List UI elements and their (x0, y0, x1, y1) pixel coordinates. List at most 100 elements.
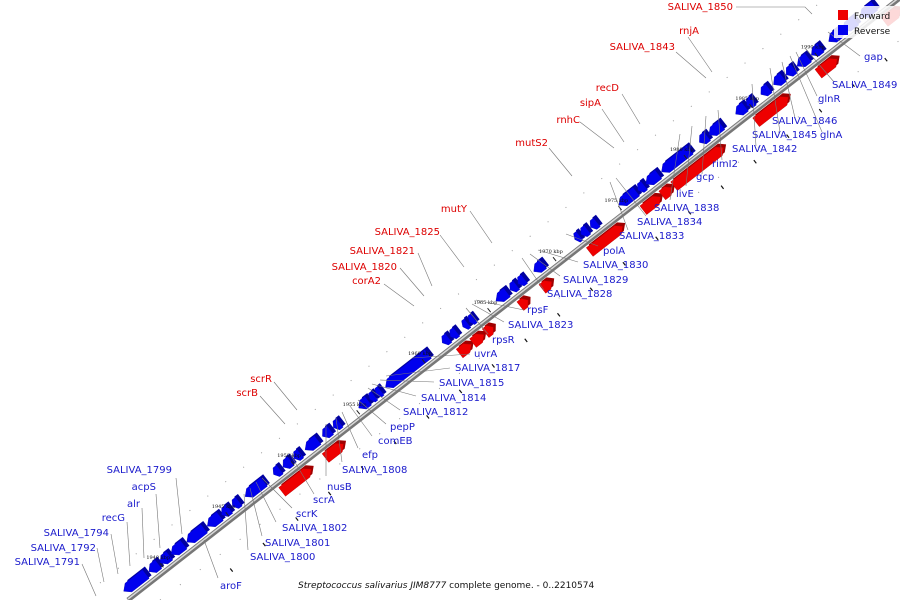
forward-gene[interactable] (321, 443, 344, 463)
scale-tick-label: 1940 kbp (146, 555, 170, 561)
reverse-gene[interactable] (207, 511, 224, 527)
leader-line (341, 411, 359, 449)
gene-label: glnA (820, 130, 842, 141)
reverse-gene[interactable] (517, 274, 528, 287)
leader-line (126, 521, 131, 567)
reverse-gene[interactable] (221, 504, 234, 517)
reverse-gene[interactable] (811, 43, 825, 57)
reverse-gene[interactable] (637, 180, 648, 193)
forward-gene[interactable] (814, 58, 838, 79)
reverse-gene[interactable] (304, 435, 322, 451)
gene-label: recG (102, 513, 125, 524)
leader-line (417, 252, 433, 287)
forward-gene[interactable] (538, 280, 553, 294)
gene-label: SALIVA_1849 (832, 80, 897, 91)
gene-label: SALIVA_1833 (619, 231, 684, 242)
scale-tick-label: 1955 kbp (343, 402, 367, 408)
minor-tick-mark (589, 287, 594, 292)
leader-line (357, 399, 387, 425)
leader-line (383, 283, 415, 307)
leader-line (243, 493, 249, 551)
minor-tick-mark (884, 57, 888, 62)
leader-line (609, 181, 629, 231)
leader-line (685, 125, 693, 187)
reverse-gene[interactable] (589, 217, 601, 230)
reverse-gene[interactable] (186, 523, 208, 543)
forward-gene[interactable] (481, 325, 494, 338)
scale-tick-mark (748, 103, 753, 109)
scale-tick-label: 1945 kbp (212, 504, 236, 510)
leader-line (379, 379, 435, 383)
leader-line (335, 417, 343, 463)
forward-gene[interactable] (639, 195, 661, 215)
leader-line (669, 133, 681, 201)
reverse-gene[interactable] (760, 83, 773, 97)
reverse-gene[interactable] (785, 63, 798, 77)
reverse-gene[interactable] (773, 72, 787, 86)
forward-gene[interactable] (585, 225, 623, 257)
gene-label: SALIVA_1828 (547, 289, 612, 300)
gene-label: rpsR (492, 335, 515, 346)
leader-line (289, 453, 315, 495)
reverse-gene[interactable] (322, 425, 335, 439)
minor-tick-mark (229, 568, 234, 572)
leader-line (701, 115, 707, 175)
gene-label: alr (127, 499, 141, 510)
reverse-gene[interactable] (618, 186, 640, 206)
forward-gene[interactable] (752, 96, 789, 127)
leader-line (675, 51, 707, 79)
scale-tick-mark (159, 563, 164, 568)
forward-gene[interactable] (658, 186, 673, 201)
gene-label: gcp (696, 172, 714, 183)
reverse-gene[interactable] (461, 318, 472, 330)
reverse-gene[interactable] (385, 349, 432, 388)
reverse-gene-labels: gap SALIVA_1849 glnR SALIVA_1846 SALIVA_… (15, 31, 897, 597)
leader-line (175, 477, 183, 535)
reverse-gene[interactable] (661, 145, 694, 173)
gene-label: SALIVA_1799 (107, 465, 172, 476)
leader-line (615, 177, 647, 217)
reverse-gene[interactable] (796, 52, 812, 67)
reverse-gene[interactable] (467, 313, 478, 325)
leader-line (789, 55, 823, 133)
leader-line (565, 233, 599, 247)
reverse-gene[interactable] (148, 559, 163, 573)
reverse-gene[interactable] (449, 327, 461, 340)
reverse-gene[interactable] (282, 456, 295, 469)
reverse-gene[interactable] (645, 169, 663, 186)
gene-label: SALIVA_1820 (332, 262, 397, 273)
reverse-gene[interactable] (332, 418, 344, 431)
reverse-gene[interactable] (170, 539, 188, 556)
legend-reverse-label: Reverse (854, 27, 891, 37)
reverse-gene[interactable] (272, 464, 284, 477)
gene-label: acpS (132, 482, 156, 493)
reverse-gene[interactable] (368, 391, 379, 403)
gene-label: gap (864, 52, 883, 63)
gene-label: polA (603, 246, 625, 257)
leader-line (385, 367, 451, 377)
reverse-gene[interactable] (735, 102, 749, 116)
forward-gene[interactable] (455, 343, 472, 359)
forward-gene[interactable] (469, 333, 485, 348)
forward-gene[interactable] (670, 146, 724, 191)
gene-label: SALIVA_1830 (583, 260, 648, 271)
reverse-gene[interactable] (441, 333, 453, 346)
scale-tick-label: 1970 kbp (539, 249, 563, 255)
reverse-gene[interactable] (123, 569, 150, 593)
reverse-gene[interactable] (533, 259, 547, 273)
scale-tick-label: 1985 kbp (735, 96, 759, 102)
gene-label: uvrA (474, 349, 497, 360)
reverse-gene[interactable] (509, 280, 521, 293)
leader-line (804, 47, 835, 83)
reverse-gene[interactable] (358, 396, 372, 410)
reverse-gene[interactable] (580, 225, 592, 237)
reverse-gene[interactable] (293, 448, 305, 461)
reverse-gene[interactable] (244, 477, 268, 498)
reverse-gene[interactable] (159, 550, 174, 565)
reverse-gene[interactable] (495, 287, 511, 302)
reverse-gene[interactable] (231, 496, 243, 509)
minor-tick-mark (458, 389, 463, 394)
leader-line (141, 507, 145, 559)
forward-gene[interactable] (516, 298, 529, 311)
leader-line (371, 383, 417, 397)
